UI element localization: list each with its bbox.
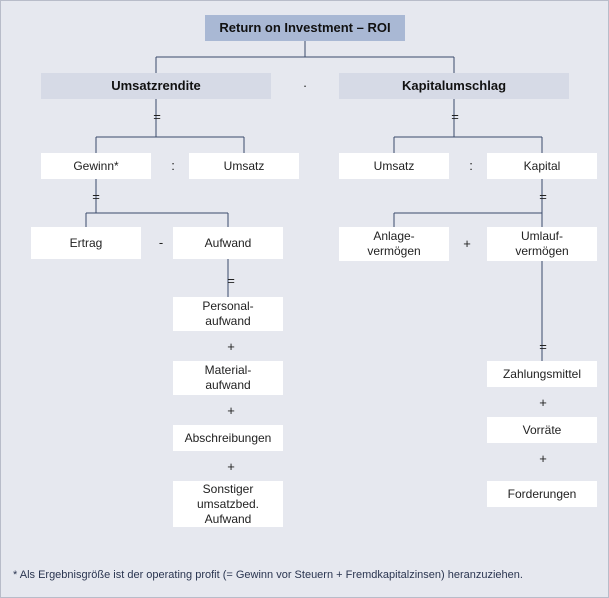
title-text: Return on Investment – ROI	[219, 20, 390, 36]
box-vorraete: Vorräte	[487, 417, 597, 443]
section-right-label: Kapitalumschlag	[402, 78, 506, 94]
box-materialaufwand: Material-aufwand	[173, 361, 283, 395]
box-umlaufvermoegen: Umlauf-vermögen	[487, 227, 597, 261]
equals-right-2: =	[535, 189, 551, 205]
plus-av: +	[459, 236, 475, 252]
equals-left-1: =	[149, 109, 165, 125]
section-left: Umsatzrendite	[41, 73, 271, 99]
box-umsatz-right: Umsatz	[339, 153, 449, 179]
box-zahlungsmittel: Zahlungsmittel	[487, 361, 597, 387]
box-anlagevermoegen: Anlage-vermögen	[339, 227, 449, 261]
section-left-label: Umsatzrendite	[111, 78, 201, 94]
box-personalaufwand: Personal-aufwand	[173, 297, 283, 331]
equals-right-3: =	[535, 339, 551, 355]
box-gewinn: Gewinn*	[41, 153, 151, 179]
box-abschreibungen: Abschreibungen	[173, 425, 283, 451]
roi-tree-canvas: Return on Investment – ROI Umsatzrendite…	[0, 0, 609, 598]
plus-left-2: +	[223, 403, 239, 419]
box-aufwand: Aufwand	[173, 227, 283, 259]
equals-left-2: =	[88, 189, 104, 205]
title-box: Return on Investment – ROI	[205, 15, 405, 41]
divide-right: :	[463, 158, 479, 174]
footnote-text: * Als Ergebnisgröße ist der operating pr…	[13, 569, 596, 581]
plus-right-2: +	[535, 451, 551, 467]
section-right: Kapitalumschlag	[339, 73, 569, 99]
equals-right-1: =	[447, 109, 463, 125]
equals-left-3: =	[223, 273, 239, 289]
box-sonstiger-aufwand: Sonstigerumsatzbed.Aufwand	[173, 481, 283, 527]
box-umsatz-left: Umsatz	[189, 153, 299, 179]
dot-operator: ·	[297, 78, 313, 94]
plus-left-3: +	[223, 459, 239, 475]
plus-right-1: +	[535, 395, 551, 411]
box-ertrag: Ertrag	[31, 227, 141, 259]
minus-operator: -	[153, 235, 169, 251]
plus-left-1: +	[223, 339, 239, 355]
box-forderungen: Forderungen	[487, 481, 597, 507]
divide-left: :	[165, 158, 181, 174]
box-kapital: Kapital	[487, 153, 597, 179]
